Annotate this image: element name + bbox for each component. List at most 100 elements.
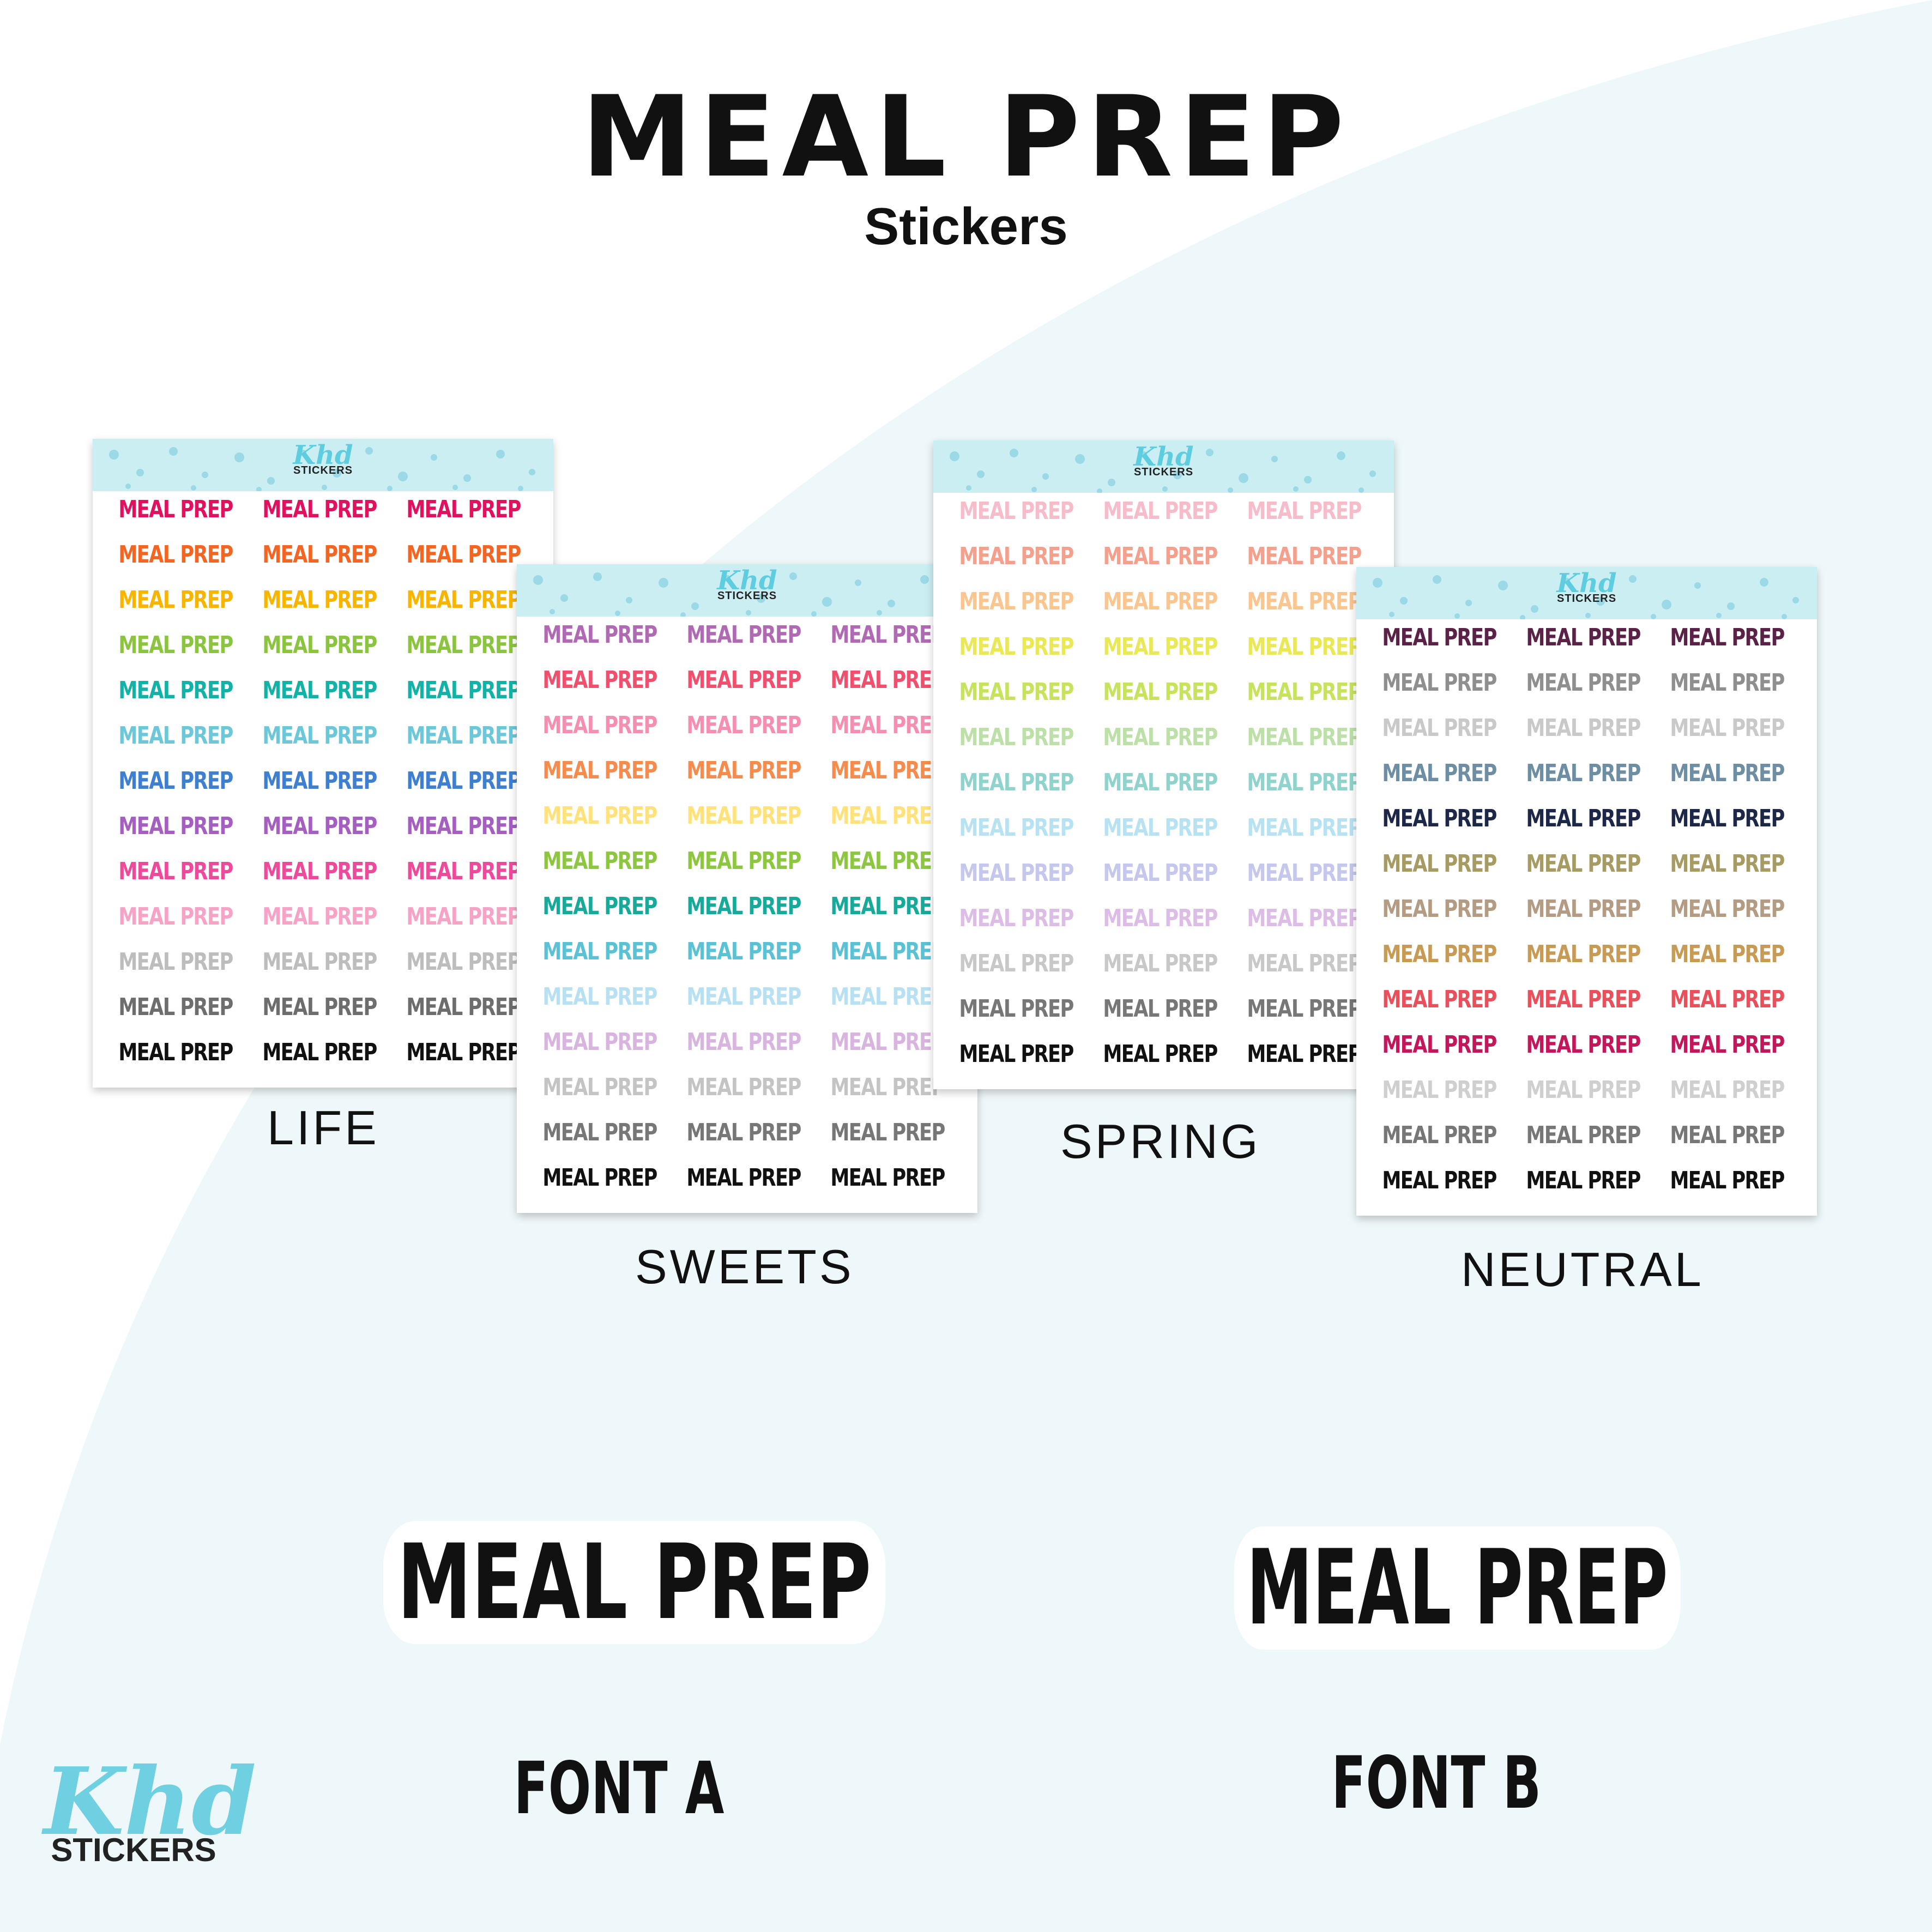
sticker-cell: MEAL PREP [1526, 805, 1641, 832]
header-dot [1031, 487, 1037, 492]
sticker-cell: MEAL PREP [1103, 497, 1218, 525]
sticker-cell: MEAL PREP [1247, 1040, 1362, 1068]
sticker-cell: MEAL PREP [542, 621, 657, 649]
sticker-cell: MEAL PREP [118, 903, 233, 931]
header-dot [1694, 582, 1701, 589]
header-dot [202, 472, 208, 478]
header-dot [1520, 615, 1525, 619]
sticker-cell: MEAL PREP [959, 723, 1074, 751]
sticker-cell: MEAL PREP [1670, 1167, 1785, 1194]
sticker-cell: MEAL PREP [262, 631, 377, 659]
sticker-cell: MEAL PREP [1247, 678, 1362, 706]
sticker-cell: MEAL PREP [1670, 1121, 1785, 1149]
header-dot [1373, 578, 1382, 588]
sticker-cell: MEAL PREP [1103, 633, 1218, 661]
sticker-cell: MEAL PREP [542, 938, 657, 965]
sticker-cell: MEAL PREP [1382, 850, 1497, 878]
sticker-cell: MEAL PREP [959, 904, 1074, 932]
header-dot [463, 474, 471, 482]
header-dot [1108, 479, 1115, 486]
sticker-cell: MEAL PREP [1382, 1121, 1497, 1149]
brand-script: Khd [1133, 442, 1194, 472]
sticker-cell: MEAL PREP [542, 1028, 657, 1056]
header-dot [431, 454, 437, 461]
sticker-cell: MEAL PREP [686, 757, 801, 784]
sticker-cell: MEAL PREP [1247, 904, 1362, 932]
sticker-cell: MEAL PREP [830, 1073, 945, 1101]
header-dot [191, 485, 196, 491]
sheet-label-life: LIFE [267, 1101, 379, 1155]
header-dot [593, 572, 602, 581]
sticker-cell: MEAL PREP [1103, 950, 1218, 977]
sticker-cell: MEAL PREP [959, 1040, 1074, 1068]
brand-script: Khd [717, 565, 777, 596]
brand-script: Khd [293, 440, 353, 470]
sticker-cell: MEAL PREP [542, 847, 657, 875]
sticker-sheet-neutral: Khd STICKERS MEAL PREP MEAL PREP MEAL PREP ME… [1356, 567, 1817, 1216]
sticker-cell: MEAL PREP [262, 586, 377, 614]
sticker-cell: MEAL PREP [118, 767, 233, 795]
header-dot [518, 486, 523, 491]
sticker-sheet-spring: Khd STICKERS MEAL PREP MEAL PREP MEAL PREP ME… [933, 440, 1394, 1089]
sticker-cell: MEAL PREP [1670, 895, 1785, 923]
sticker-cell: MEAL PREP [542, 1164, 657, 1192]
sticker-cell: MEAL PREP [406, 993, 521, 1021]
sticker-cell: MEAL PREP [1670, 714, 1785, 742]
sticker-cell: MEAL PREP [262, 767, 377, 795]
sticker-cell: MEAL PREP [1526, 1031, 1641, 1059]
header-dot [533, 575, 543, 585]
sticker-cell: MEAL PREP [1247, 814, 1362, 842]
sticker-cell: MEAL PREP [406, 812, 521, 840]
sticker-cell: MEAL PREP [830, 757, 945, 784]
brand-script: Khd [1556, 568, 1617, 599]
sticker-cell: MEAL PREP [1526, 895, 1641, 923]
sticker-cell: MEAL PREP [959, 588, 1074, 615]
header-dot [169, 447, 178, 456]
header-dot [1389, 612, 1394, 617]
header-dot [125, 484, 131, 489]
header-dot [1337, 451, 1345, 460]
sticker-cell: MEAL PREP [262, 903, 377, 931]
sticker-cell: MEAL PREP [830, 983, 945, 1011]
sheet-brand-logo: Khd STICKERS [1556, 570, 1616, 604]
sticker-cell: MEAL PREP [1382, 1167, 1497, 1194]
sticker-cell: MEAL PREP [686, 802, 801, 830]
sticker-cell: MEAL PREP [262, 858, 377, 885]
sticker-cell: MEAL PREP [1103, 588, 1218, 615]
sticker-cell: MEAL PREP [1247, 950, 1362, 977]
sticker-cell: MEAL PREP [1382, 940, 1497, 968]
sticker-cell: MEAL PREP [1103, 814, 1218, 842]
sticker-cell: MEAL PREP [1670, 986, 1785, 1013]
sticker-cell: MEAL PREP [406, 903, 521, 931]
sheet-header: Khd STICKERS [517, 564, 977, 617]
sticker-cell: MEAL PREP [1382, 895, 1497, 923]
header-dot [822, 597, 832, 607]
header-dot [977, 470, 985, 478]
page-title: MEAL PREP [581, 73, 1351, 202]
sticker-cell: MEAL PREP [1526, 624, 1641, 651]
header-dot [746, 610, 751, 615]
header-dot [398, 472, 408, 481]
sticker-cell: MEAL PREP [830, 621, 945, 649]
sheet-header: Khd STICKERS [93, 439, 553, 491]
sticker-cell: MEAL PREP [1670, 1076, 1785, 1104]
header-dot [1596, 597, 1605, 606]
header-dot [680, 612, 686, 617]
sticker-cell: MEAL PREP [118, 1039, 233, 1066]
sticker-cell: MEAL PREP [1247, 588, 1362, 615]
sticker-cell: MEAL PREP [959, 769, 1074, 796]
header-dot [1010, 449, 1018, 457]
sticker-cell: MEAL PREP [542, 711, 657, 739]
sticker-cell: MEAL PREP [1382, 714, 1497, 742]
header-dot [1097, 488, 1102, 493]
sticker-cell: MEAL PREP [406, 722, 521, 750]
sticker-cell: MEAL PREP [1382, 805, 1497, 832]
header-dot [626, 597, 632, 603]
sticker-cell: MEAL PREP [686, 666, 801, 694]
sticker-cell: MEAL PREP [262, 948, 377, 976]
sticker-cell: MEAL PREP [118, 858, 233, 885]
header-dot [560, 594, 568, 602]
sticker-cell: MEAL PREP [686, 711, 801, 739]
header-dot [615, 611, 620, 616]
header-dot [1585, 613, 1591, 618]
